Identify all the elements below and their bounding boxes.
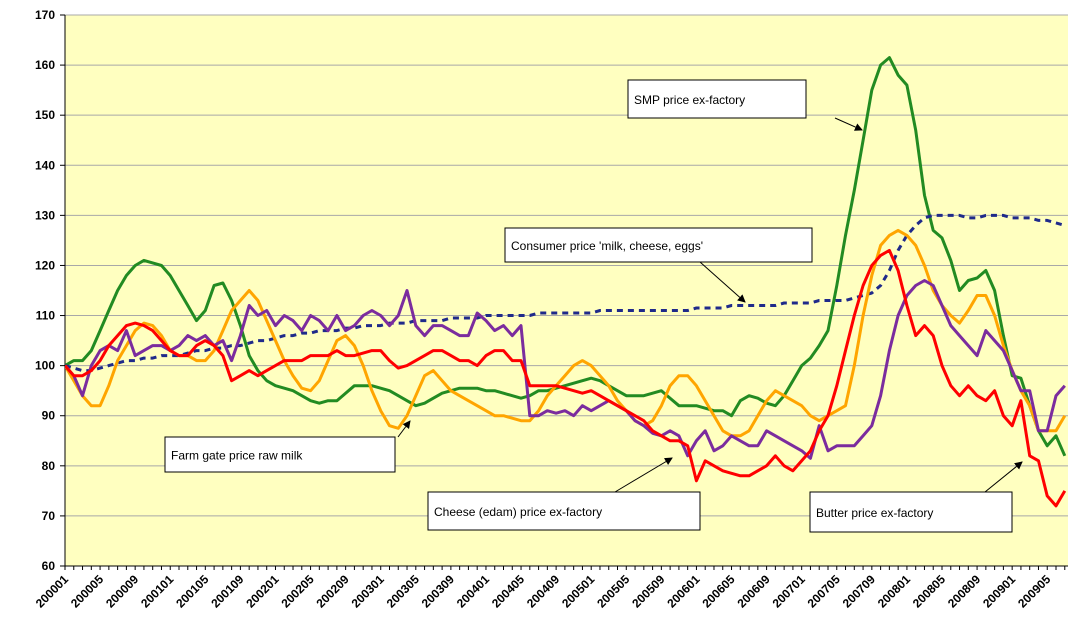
series-line: [65, 213, 1066, 373]
y-tick-label: 120: [35, 258, 55, 272]
x-tick-label: 200109: [208, 572, 246, 610]
x-tick-label: 200805: [910, 572, 948, 610]
series-line: [65, 228, 1067, 438]
x-tick-label: 200609: [735, 572, 773, 610]
x-tick-label: 200105: [173, 572, 211, 610]
callout-label: SMP price ex-factory: [634, 93, 745, 107]
y-tick-label: 130: [35, 208, 55, 222]
callout-arrow: [614, 457, 673, 493]
x-tick-label: 200705: [805, 572, 843, 610]
x-tick-label: 200409: [524, 572, 562, 610]
callout-label: Cheese (edam) price ex-factory: [434, 505, 602, 519]
y-tick-label: 100: [35, 359, 55, 373]
x-tick-label: 200201: [243, 572, 281, 610]
x-tick-label: 200309: [419, 572, 457, 610]
x-tick-label: 200009: [103, 572, 141, 610]
x-tick-label: 200401: [454, 572, 492, 610]
y-tick-label: 160: [35, 58, 55, 72]
x-tick-label: 200905: [1015, 572, 1053, 610]
x-tick-label: 200809: [945, 572, 983, 610]
x-tick-label: 200701: [770, 572, 808, 610]
series-line: [65, 56, 1067, 457]
callout-arrow: [699, 261, 746, 303]
callout-box: [427, 491, 701, 531]
y-tick-label: 90: [42, 409, 56, 423]
callout-box: [164, 436, 396, 473]
x-tick-label: 200205: [278, 572, 316, 610]
plot-area: [65, 15, 1068, 566]
x-tick-label: 200209: [314, 572, 352, 610]
y-tick-label: 140: [35, 158, 55, 172]
x-tick-label: 200405: [489, 572, 527, 610]
x-tick-label: 200005: [68, 572, 106, 610]
x-tick-label: 200509: [629, 572, 667, 610]
callout-label: Butter price ex-factory: [816, 506, 933, 520]
callout-label: Consumer price 'milk, cheese, eggs': [511, 239, 703, 253]
x-tick-label: 200301: [349, 572, 387, 610]
callout-arrow: [834, 117, 863, 131]
callout-box: [627, 79, 807, 119]
y-tick-label: 60: [42, 559, 56, 573]
x-tick-label: 200305: [384, 572, 422, 610]
y-tick-label: 110: [36, 309, 56, 323]
y-tick-label: 150: [35, 108, 55, 122]
callout-label: Farm gate price raw milk: [171, 449, 303, 463]
series-group: [65, 56, 1067, 508]
callout-arrow: [397, 420, 411, 438]
series-line: [65, 279, 1066, 460]
x-tick-label: 200901: [980, 572, 1018, 610]
callout-box: [809, 491, 1013, 533]
x-tick-label: 200801: [875, 572, 913, 610]
y-tick-label: 170: [35, 8, 55, 22]
series-line: [65, 248, 1067, 508]
y-tick-label: 70: [42, 509, 56, 523]
x-tick-label: 200501: [559, 572, 597, 610]
x-tick-label: 200505: [594, 572, 632, 610]
callout-arrow: [984, 461, 1023, 493]
x-tick-label: 200709: [840, 572, 878, 610]
x-tick-label: 200101: [138, 572, 176, 610]
x-tick-label: 200601: [664, 572, 702, 610]
callout-box: [504, 227, 813, 263]
x-tick-label: 200001: [33, 572, 71, 610]
y-tick-label: 80: [42, 459, 56, 473]
x-tick-label: 200605: [699, 572, 737, 610]
